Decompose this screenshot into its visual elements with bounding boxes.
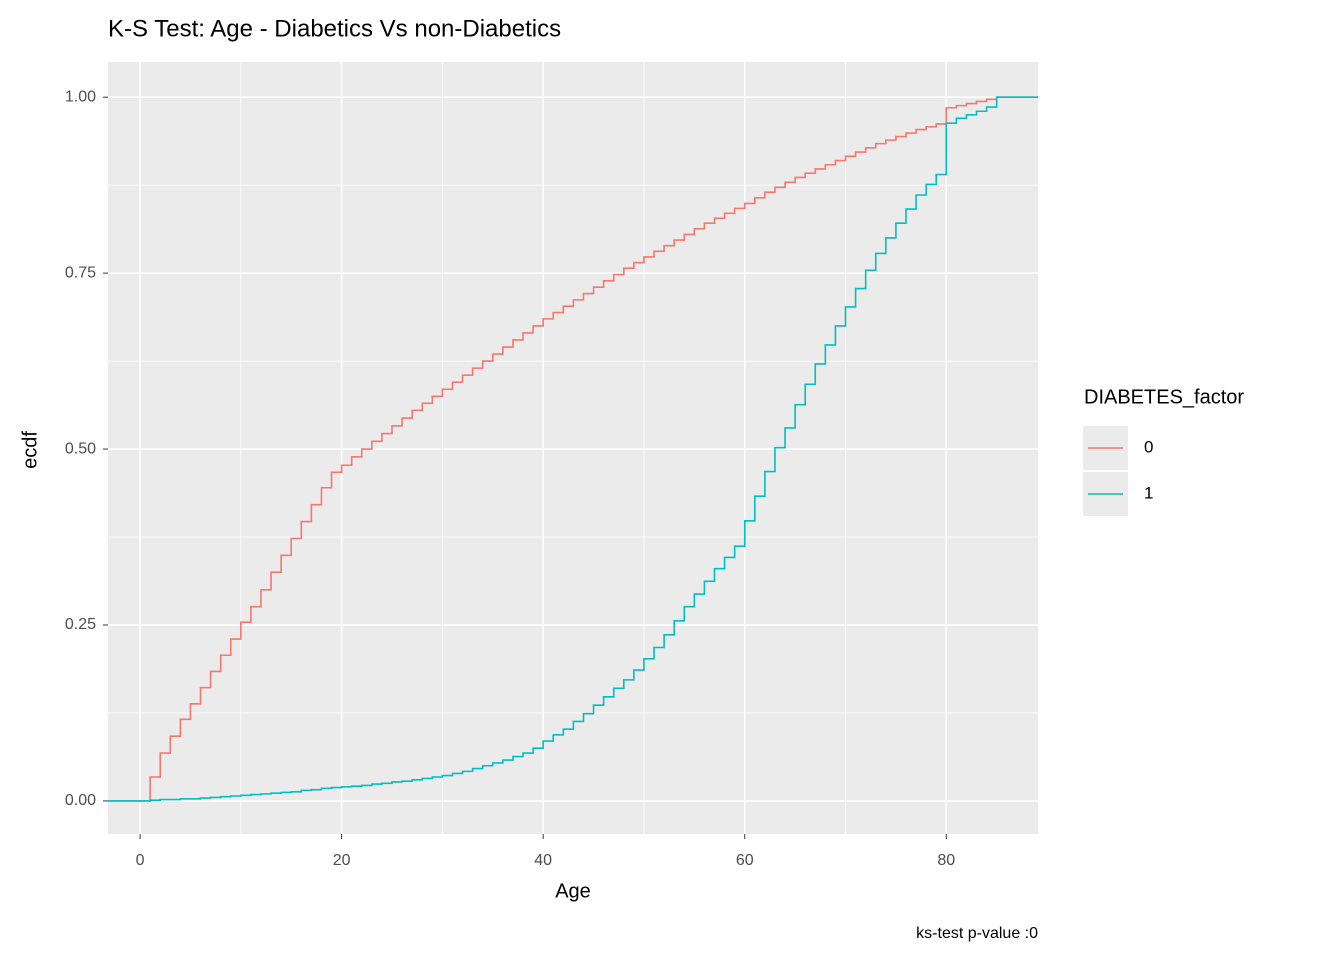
x-tick-label: 80	[937, 852, 955, 869]
legend-label: 1	[1144, 483, 1153, 502]
legend: 01	[1083, 426, 1153, 516]
x-tick-label: 20	[333, 852, 351, 869]
chart-title: K-S Test: Age - Diabetics Vs non-Diabeti…	[108, 15, 561, 42]
x-tick-label: 40	[534, 852, 552, 869]
y-tick-label: 0.50	[65, 440, 96, 457]
y-tick-label: 0.75	[65, 264, 96, 281]
x-tick-label: 0	[136, 852, 145, 869]
y-axis-label: ecdf	[19, 431, 41, 469]
grid	[108, 62, 1038, 834]
y-tick-label: 1.00	[65, 88, 96, 105]
lines	[108, 96, 1038, 802]
ecdf-line	[108, 96, 1038, 802]
y-tick-label: 0.25	[65, 616, 96, 633]
legend-label: 0	[1144, 437, 1153, 456]
x-axis-label: Age	[555, 880, 591, 902]
y-tick-label: 0.00	[65, 792, 96, 809]
x-tick-label: 60	[736, 852, 754, 869]
ecdf-line	[108, 96, 1038, 802]
caption: ks-test p-value :0	[916, 925, 1038, 942]
legend-title: DIABETES_factor	[1084, 386, 1244, 408]
panel	[108, 62, 1038, 834]
